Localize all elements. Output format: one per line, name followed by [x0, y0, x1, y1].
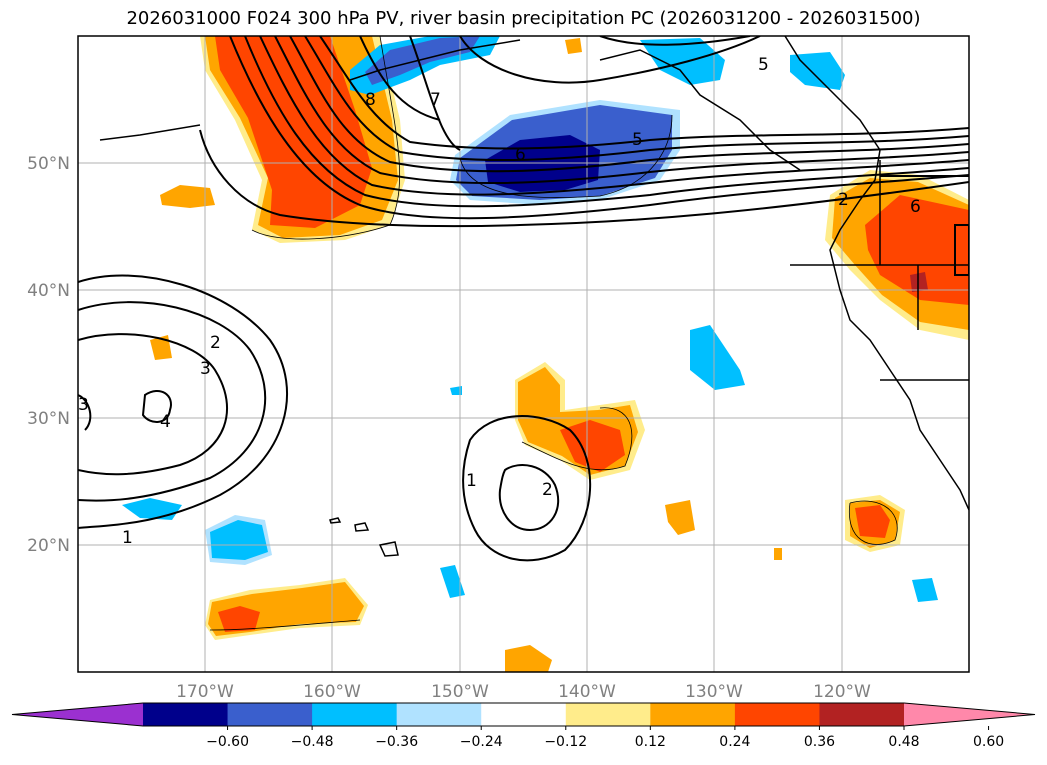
- lat-label-50: 50°N: [27, 154, 70, 174]
- contour-label-7: 7: [430, 90, 441, 110]
- contour-label-1b: 1: [466, 471, 477, 491]
- colorbar-tick-label: 0.36: [804, 734, 835, 750]
- lon-label-120w: 120°W: [813, 682, 871, 702]
- colorbar-tick-label: −0.48: [291, 734, 334, 750]
- colorbar-tick-label: −0.12: [544, 734, 587, 750]
- colorbar-extend-high: [904, 703, 1035, 726]
- colorbar-swatch: [143, 703, 229, 726]
- lon-label-160w: 160°W: [303, 682, 361, 702]
- colorbar-swatch: [650, 703, 736, 726]
- contour-label-5b: 5: [758, 55, 769, 75]
- contour-label-6: 6: [515, 145, 526, 165]
- map-border: [77, 35, 970, 673]
- colorbar-tick-label: 0.12: [635, 734, 666, 750]
- contour-label-2b: 2: [542, 480, 553, 500]
- lat-label-30: 30°N: [27, 409, 70, 429]
- colorbar-swatch: [734, 703, 820, 726]
- map-content: 8 7 5 6 5 2 2 3 4 3 1 1 2 6: [78, 36, 969, 672]
- lat-labels: 50°N 40°N 30°N 20°N: [27, 154, 70, 556]
- coastlines: [99, 36, 969, 557]
- colorbar-tick-label: 0.24: [719, 734, 750, 750]
- colorbar: −0.60 −0.48 −0.36 −0.24 −0.12 0.12 0.24 0.36 0.4…: [11, 702, 1036, 750]
- map-title: 2026031000 F024 300 hPa PV, river basin …: [126, 8, 921, 29]
- lat-label-40: 40°N: [27, 281, 70, 301]
- colorbar-tick-label: −0.24: [460, 734, 503, 750]
- lon-labels: 170°W 160°W 150°W 140°W 130°W 120°W: [176, 682, 871, 702]
- colorbar-swatch: [312, 703, 398, 726]
- colorbar-swatch: [481, 703, 567, 726]
- contour-label-4: 4: [160, 412, 171, 432]
- shading-outlines: [209, 36, 898, 631]
- colorbar-swatch: [227, 703, 313, 726]
- colorbar-swatch: [565, 703, 651, 726]
- colorbar-tick-label: −0.36: [375, 734, 418, 750]
- contour-label-5: 5: [632, 130, 643, 150]
- colorbar-tick-label: 0.60: [973, 734, 1004, 750]
- lon-label-150w: 150°W: [431, 682, 489, 702]
- contour-label-2: 2: [210, 333, 221, 353]
- lon-label-130w: 130°W: [685, 682, 743, 702]
- contour-label-3b: 3: [78, 395, 89, 415]
- contour-labels: 8 7 5 6 5 2 2 3 4 3 1 1 2 6: [78, 55, 921, 548]
- lon-label-140w: 140°W: [558, 682, 616, 702]
- colorbar-swatch: [819, 703, 905, 726]
- contour-label-2c: 2: [838, 190, 849, 210]
- colorbar-tick-label: 0.48: [888, 734, 919, 750]
- colorbar-extend-low: [12, 703, 143, 726]
- contour-label-8: 8: [365, 90, 376, 110]
- colorbar-tick-label: −0.60: [206, 734, 249, 750]
- contour-label-1: 1: [122, 528, 133, 548]
- lat-label-20: 20°N: [27, 536, 70, 556]
- pv-contours: [78, 36, 969, 562]
- colorbar-swatch: [396, 703, 482, 726]
- contour-label-6b: 6: [910, 197, 921, 217]
- lon-label-170w: 170°W: [176, 682, 234, 702]
- colorbar-outline: [11, 702, 1036, 727]
- contour-label-3: 3: [200, 359, 211, 379]
